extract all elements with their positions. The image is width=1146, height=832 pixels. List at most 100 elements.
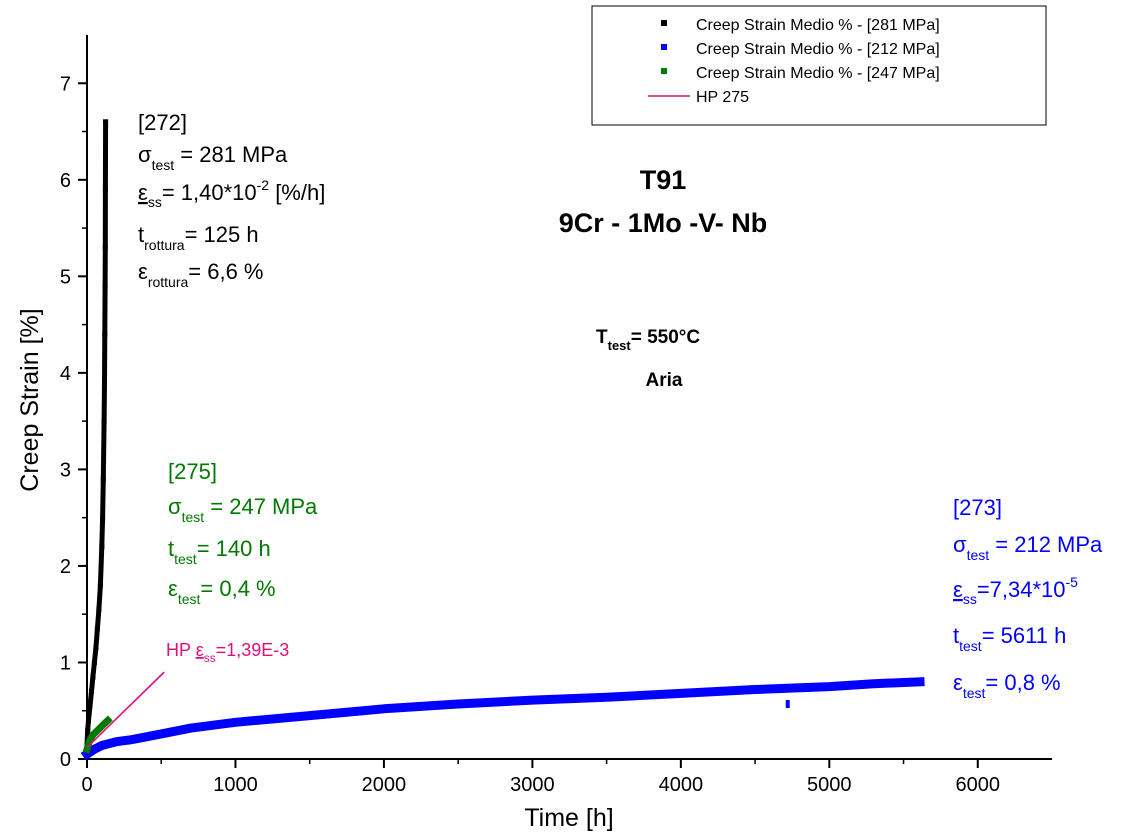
ann-273-sigma-value: = 212 MPa <box>989 532 1103 557</box>
sym-epsilon: ε <box>168 576 178 601</box>
data-point <box>871 681 877 687</box>
x-tick-label: 1000 <box>213 774 258 796</box>
data-point <box>100 515 106 521</box>
y-tick-label: 1 <box>60 652 71 674</box>
ann-273-eps-value: =7,34*10 <box>977 577 1066 602</box>
cond-t-sub: test <box>608 338 632 353</box>
ann-272-eps-value: = 1,40*10 <box>162 180 257 205</box>
legend-marker <box>661 68 667 74</box>
ann-272-t: trottura= 125 h <box>138 222 259 253</box>
data-point <box>84 746 90 752</box>
conditions-temperature: Ttest= 550°C <box>596 327 700 353</box>
ann-273-e-sub: test <box>963 685 986 701</box>
data-point <box>93 729 99 735</box>
series-2 <box>82 715 113 754</box>
y-tick-label: 7 <box>60 73 71 95</box>
annotation-273: [273] σtest = 212 MPa εss=7,34*10-5 ttes… <box>953 495 1103 701</box>
title-line-2: 9Cr - 1Mo -V- Nb <box>559 208 768 238</box>
annotation-272: [272] σtest = 281 MPa εss= 1,40*10-2 [%/… <box>138 110 325 290</box>
legend-label: HP 275 <box>696 89 749 106</box>
ann-275-t-main: t <box>168 536 174 561</box>
ann-272-er-value: = 6,6 % <box>188 259 263 284</box>
ann-275-t: ttest= 140 h <box>168 536 271 567</box>
data-point <box>87 737 93 743</box>
data-point <box>88 688 94 694</box>
conditions-atmosphere: Aria <box>646 370 683 391</box>
data-point <box>307 713 313 719</box>
y-tick-label: 3 <box>60 459 71 481</box>
legend-box <box>591 5 1047 126</box>
x-tick-label: 4000 <box>659 774 704 796</box>
data-point <box>158 731 164 737</box>
y-axis-label: Creep Strain [%] <box>16 308 44 491</box>
y-tick-label: 2 <box>60 556 71 578</box>
data-point <box>94 626 100 632</box>
data-point <box>85 742 91 748</box>
hp-fit-line <box>86 671 165 748</box>
ann-273-id: [273] <box>953 495 1002 520</box>
ann-275-e-value: = 0,4 % <box>200 576 275 601</box>
ann-273-t-value: = 5611 h <box>982 623 1067 648</box>
data-point <box>102 186 108 192</box>
axes <box>86 35 1052 760</box>
ann-273-sigma: σtest = 212 MPa <box>953 532 1103 563</box>
legend-items: Creep Strain Medio % - [281 MPa] Creep St… <box>648 17 940 106</box>
ann-273-t: ttest= 5611 h <box>953 623 1066 654</box>
sub-ss: ss <box>963 591 977 607</box>
ann-275-e-sub: test <box>178 591 201 607</box>
ann-273-t-main: t <box>953 623 959 648</box>
x-tick-label: 6000 <box>956 774 1001 796</box>
ann-272-eps-unit: [%/h] <box>269 180 325 205</box>
data-point <box>91 659 97 665</box>
data-point <box>529 697 535 703</box>
tick-labels: 0 1000 2000 3000 4000 5000 6000 0 1 2 3 4 5 6 7 <box>60 73 1000 796</box>
ann-272-sigma-value: = 281 MPa <box>174 142 288 167</box>
cond-t-main: T <box>596 327 608 348</box>
y-tick-label: 5 <box>60 266 71 288</box>
data-point <box>93 645 99 651</box>
title-line-1: T91 <box>640 165 687 195</box>
ann-272-eps-exp: -2 <box>257 177 270 193</box>
data-point <box>455 701 461 707</box>
data-point <box>87 703 93 709</box>
ann-272-id: [272] <box>138 110 187 135</box>
data-point <box>90 674 96 680</box>
outlier-point <box>785 699 790 708</box>
ann-272-er-sub: rottura <box>148 274 189 290</box>
series-1 <box>80 677 925 761</box>
data-point <box>102 283 108 289</box>
ann-272-t-sub: rottura <box>144 237 185 253</box>
x-tick-label: 2000 <box>362 774 407 796</box>
data-point <box>188 725 194 731</box>
data-point <box>85 727 91 733</box>
data-point <box>752 686 758 692</box>
ann-hp-value: =1,39E-3 <box>216 640 290 660</box>
data-point <box>103 119 109 125</box>
legend-label: Creep Strain Medio % - [247 MPa] <box>696 65 940 82</box>
data-point <box>381 706 387 712</box>
ann-hp-prefix: HP <box>166 640 196 660</box>
data-point <box>129 737 135 743</box>
ann-273-t-sub: test <box>959 638 982 654</box>
ann-273-e: εtest= 0,8 % <box>953 670 1061 701</box>
data-point <box>99 723 105 729</box>
data-point <box>604 694 610 700</box>
ann-275-id: [275] <box>168 459 217 484</box>
data-point <box>102 720 108 726</box>
sym-epsilon-underlined: ε <box>953 577 963 602</box>
ann-275-sigma-value: = 247 MPa <box>204 494 318 519</box>
sub-test: test <box>152 157 175 173</box>
data-point <box>232 719 238 725</box>
data-point <box>826 684 832 690</box>
series-trace <box>80 677 925 761</box>
data-point <box>101 418 107 424</box>
annotation-hp: HP εss=1,39E-3 <box>166 640 289 665</box>
data-point <box>917 679 923 685</box>
sym-epsilon-underlined: ε <box>196 640 204 660</box>
series-3 <box>86 671 165 748</box>
ann-273-eps-exp: -5 <box>1066 574 1079 590</box>
data-point <box>84 751 90 757</box>
data-point <box>99 544 105 550</box>
series-0 <box>84 119 109 748</box>
